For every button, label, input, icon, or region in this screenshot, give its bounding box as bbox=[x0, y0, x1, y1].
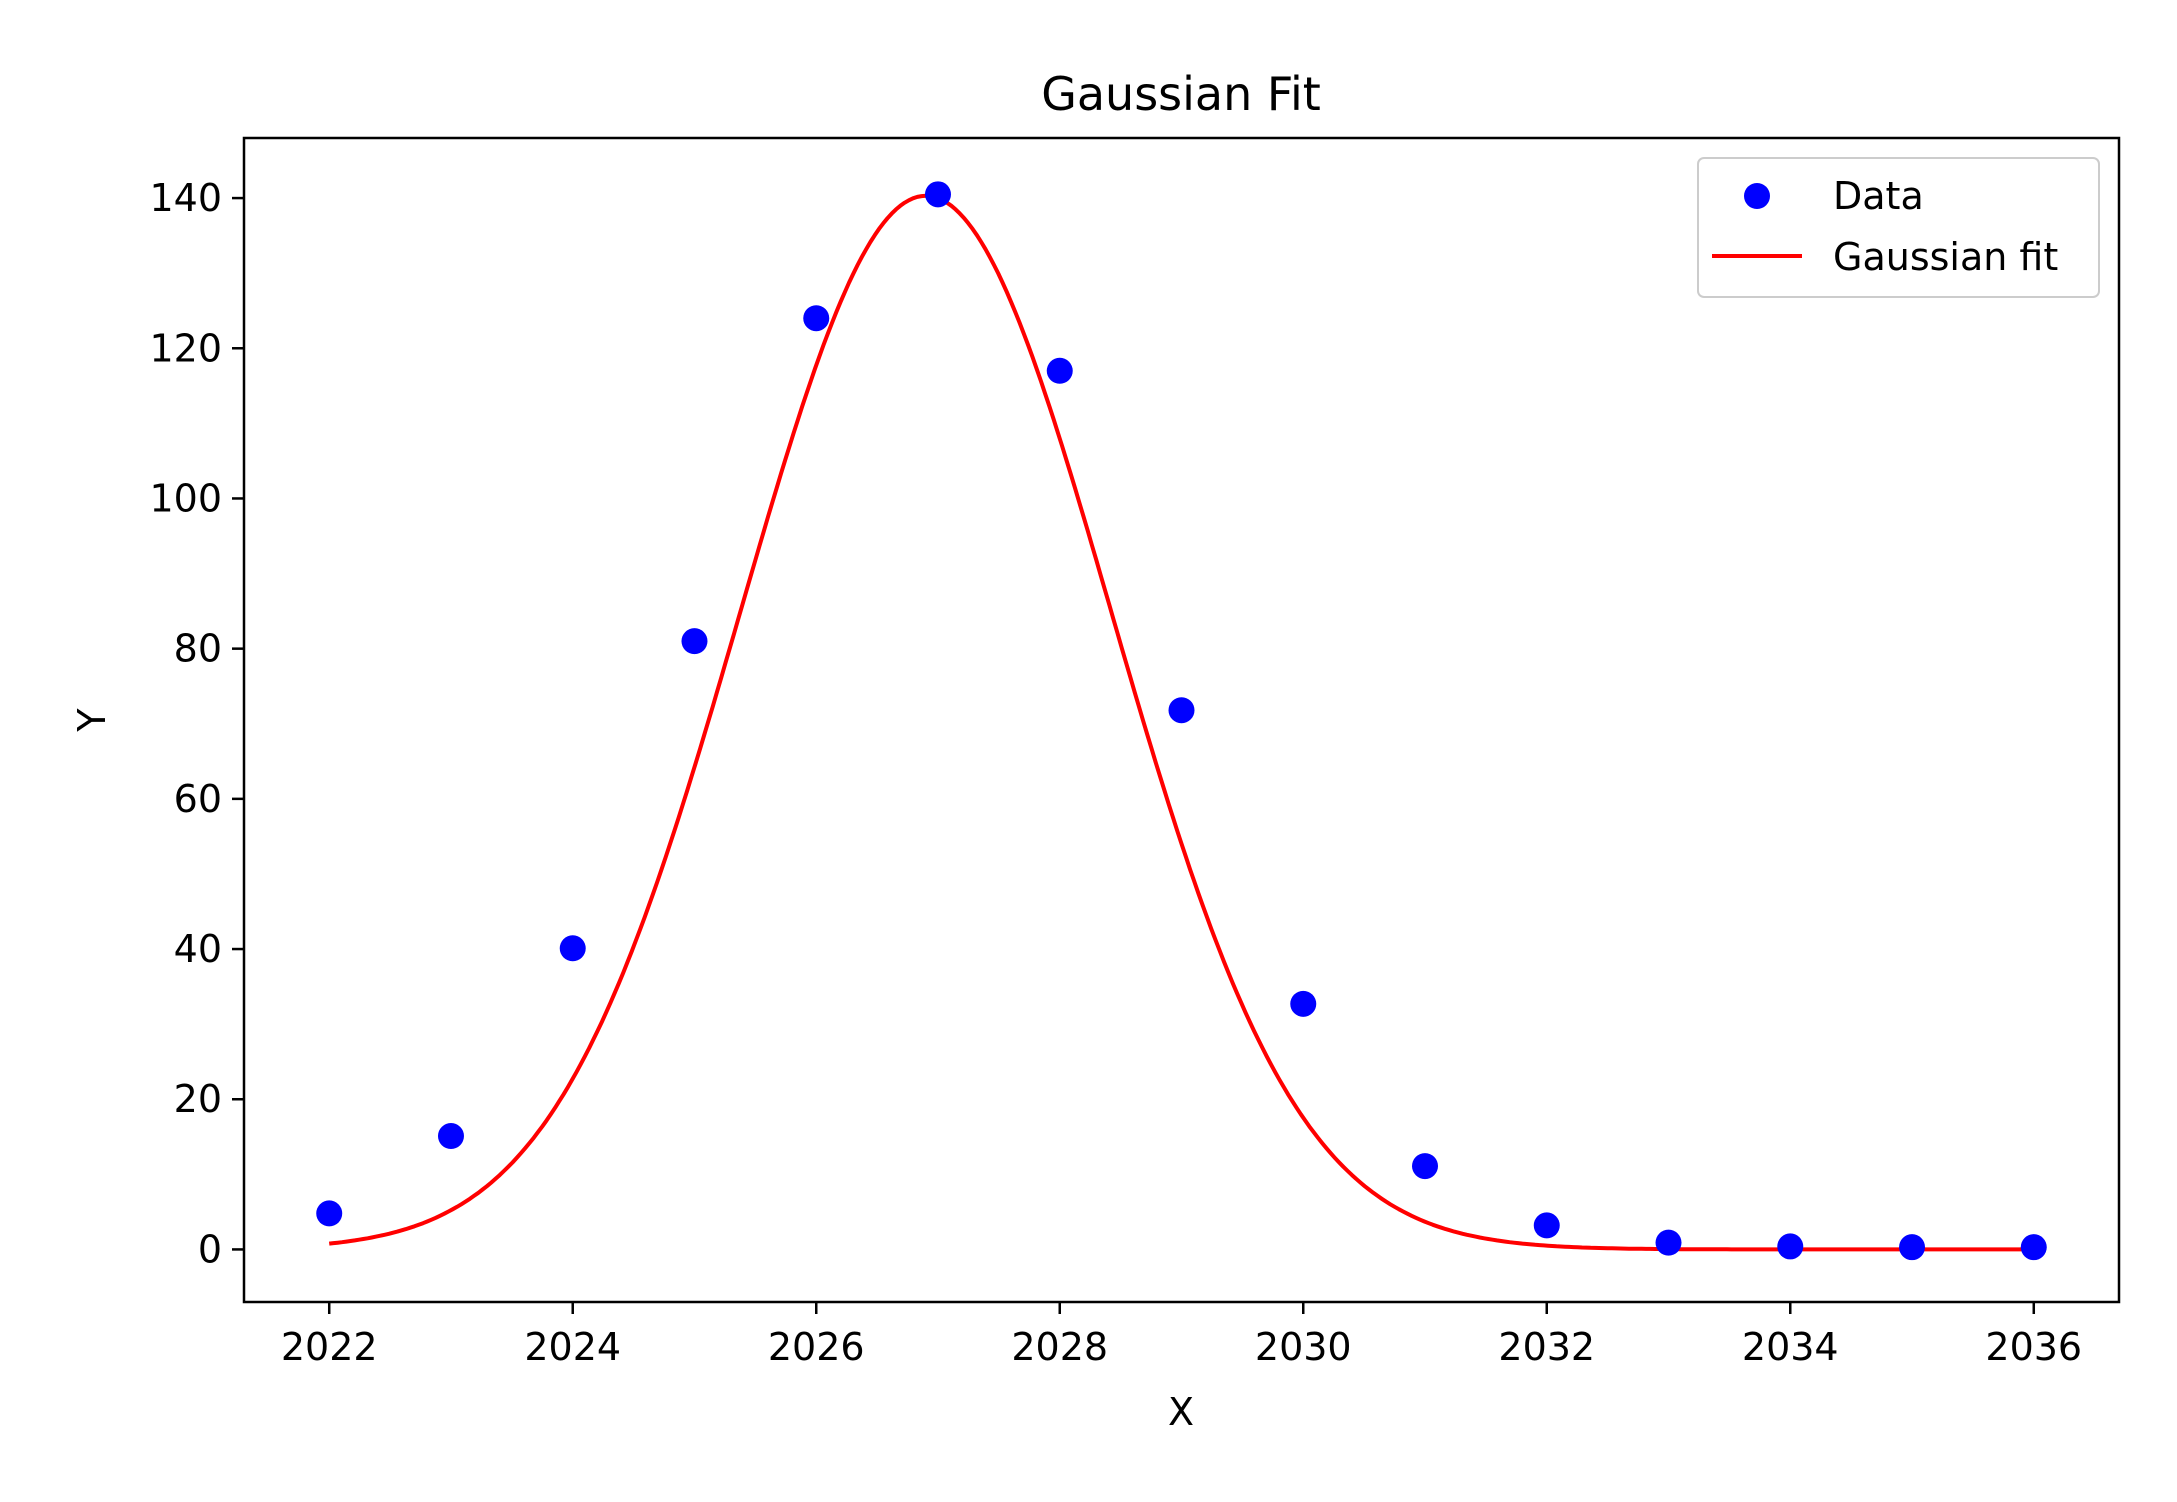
y-tick-label: 0 bbox=[198, 1227, 222, 1271]
x-tick-label: 2036 bbox=[1985, 1325, 2082, 1369]
x-tick-label: 2034 bbox=[1742, 1325, 1839, 1369]
y-tick-label: 80 bbox=[174, 627, 222, 671]
y-tick-label: 120 bbox=[149, 326, 222, 370]
y-tick-label: 20 bbox=[174, 1077, 222, 1121]
x-tick-label: 2032 bbox=[1498, 1325, 1595, 1369]
legend-data-label: Data bbox=[1833, 174, 1924, 218]
data-point bbox=[1046, 357, 1073, 384]
x-tick-label: 2022 bbox=[281, 1325, 378, 1369]
data-point bbox=[1168, 697, 1195, 724]
legend-fit-label: Gaussian fit bbox=[1833, 235, 2058, 279]
data-point bbox=[316, 1200, 343, 1227]
data-point bbox=[1290, 990, 1317, 1017]
y-tick-label: 140 bbox=[149, 176, 222, 220]
data-point bbox=[2020, 1234, 2047, 1261]
x-tick-label: 2028 bbox=[1011, 1325, 1108, 1369]
plot-area bbox=[316, 181, 2047, 1261]
y-tick-label: 100 bbox=[149, 476, 222, 520]
data-point bbox=[803, 305, 830, 332]
data-point bbox=[1777, 1233, 1804, 1260]
legend-frame bbox=[1697, 157, 2100, 298]
data-point bbox=[1655, 1229, 1682, 1256]
y-tick-label: 60 bbox=[174, 777, 222, 821]
x-tick-label: 2030 bbox=[1255, 1325, 1352, 1369]
data-point bbox=[1533, 1212, 1560, 1239]
y-tick-label: 40 bbox=[174, 927, 222, 971]
data-point bbox=[437, 1123, 464, 1150]
x-tick-label: 2024 bbox=[524, 1325, 621, 1369]
data-point bbox=[559, 935, 586, 962]
ticks-layer: 2022 2024 2026 2028 2030 2032 2034 2036 0 20 40 60 8… bbox=[149, 176, 2082, 1369]
legend: Data Gaussian fit bbox=[1697, 157, 2100, 298]
data-point bbox=[924, 181, 951, 208]
gaussian-fit-line bbox=[328, 193, 2034, 1252]
chart-title: Gaussian Fit bbox=[1041, 67, 1321, 121]
legend-data-marker bbox=[1744, 183, 1770, 209]
data-point bbox=[1899, 1234, 1926, 1261]
x-tick-label: 2026 bbox=[768, 1325, 865, 1369]
x-axis-label: X bbox=[1168, 1390, 1194, 1434]
y-axis-label: Y bbox=[70, 708, 114, 733]
data-point bbox=[681, 628, 708, 655]
axes-frame bbox=[242, 136, 2121, 1304]
data-point bbox=[1412, 1153, 1439, 1180]
